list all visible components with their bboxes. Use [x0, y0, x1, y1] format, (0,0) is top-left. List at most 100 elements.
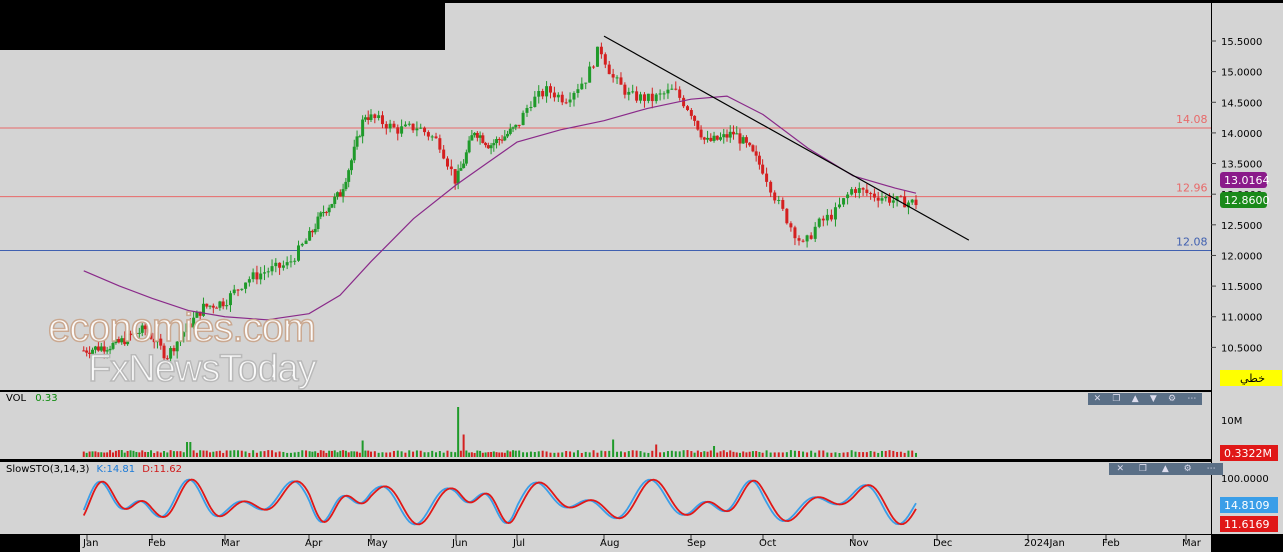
volume-bar: [85, 452, 88, 457]
candle-body: [880, 198, 884, 201]
y-tick-label: 12.0000: [1221, 251, 1262, 262]
volume-bar: [316, 452, 319, 457]
volume-bar: [545, 451, 548, 457]
stochastic-panel-controls[interactable]: ✕ ❐ ▲ ⚙ ⋯: [1109, 463, 1223, 475]
move-up-icon[interactable]: ▲: [1161, 464, 1169, 474]
volume-bar: [412, 451, 415, 457]
volume-bar: [576, 450, 579, 457]
move-up-icon[interactable]: ▲: [1131, 394, 1139, 404]
volume-bar: [322, 450, 325, 457]
stoch-d-bg: [1220, 516, 1278, 532]
volume-bar: [97, 452, 100, 457]
candle-body: [215, 307, 219, 309]
candle-body: [696, 120, 700, 130]
close-icon[interactable]: ✕: [1116, 464, 1124, 474]
volume-bar: [344, 450, 347, 457]
volume-bar: [325, 452, 328, 457]
volume-bar: [126, 450, 129, 457]
candle-body: [341, 189, 345, 197]
volume-bar: [435, 452, 438, 457]
volume-bar: [404, 452, 407, 457]
volume-bar: [91, 451, 94, 457]
volume-bar: [282, 451, 285, 457]
volume-bar: [755, 451, 758, 457]
candle-body: [473, 132, 477, 136]
candle-body: [884, 196, 888, 199]
volume-bar: [218, 450, 221, 457]
volume-bar: [818, 450, 821, 457]
volume-bar: [639, 451, 642, 457]
x-tick-label: Dec: [933, 538, 952, 549]
candle-body: [475, 132, 479, 138]
candle-body: [313, 228, 317, 233]
volume-bar: [806, 452, 809, 457]
volume-bar: [176, 451, 179, 457]
volume-bar: [172, 451, 175, 457]
candle-body: [584, 82, 588, 84]
candle-body: [754, 151, 758, 156]
candle-body: [274, 262, 278, 267]
candle-body: [244, 282, 248, 289]
volume-bar: [846, 452, 849, 457]
candle-body: [568, 99, 572, 103]
level-label: 14.08: [1176, 113, 1208, 126]
more-icon[interactable]: ⋯: [1206, 464, 1216, 474]
top-cutout-right: [1106, 0, 1211, 3]
volume-bar: [209, 452, 212, 457]
volume-bar: [842, 452, 845, 457]
volume-bar: [182, 452, 185, 457]
volume-bar: [596, 452, 599, 457]
volume-bar: [342, 450, 345, 457]
candle-body: [415, 128, 419, 131]
candle-body: [829, 214, 833, 220]
candle-body: [182, 332, 186, 337]
candle-body: [366, 117, 370, 120]
y-tick-label: 12.5000: [1221, 221, 1262, 232]
candle-body: [797, 238, 801, 241]
candle-body: [489, 145, 493, 149]
top-cutout: [0, 0, 445, 50]
volume-bar: [141, 450, 144, 457]
candle-body: [162, 345, 166, 359]
candle-body: [407, 123, 411, 125]
volume-bar: [572, 452, 575, 457]
volume-bar: [884, 450, 887, 457]
candle-body: [327, 207, 331, 213]
volume-panel-controls[interactable]: ✕ ❐ ▲ ▼ ⚙ ⋯: [1088, 393, 1202, 405]
candle-body: [751, 145, 755, 152]
volume-bar: [88, 451, 91, 457]
volume-bar: [529, 451, 532, 457]
candle-body: [478, 135, 482, 138]
more-icon[interactable]: ⋯: [1187, 394, 1197, 404]
candle-body: [484, 142, 488, 146]
volume-bar: [457, 407, 460, 457]
volume-bar: [512, 450, 515, 457]
restore-icon[interactable]: ❐: [1112, 394, 1121, 404]
close-icon[interactable]: ✕: [1093, 394, 1102, 404]
volume-bar: [166, 452, 169, 457]
candle-body: [592, 66, 596, 68]
candle-body: [801, 240, 805, 242]
candle-body: [765, 173, 769, 182]
move-down-icon[interactable]: ▼: [1149, 394, 1157, 404]
volume-bar: [600, 450, 603, 457]
candle-body: [842, 198, 846, 205]
candle-body: [869, 193, 873, 195]
candle-body: [545, 86, 549, 97]
volume-bar: [150, 450, 153, 457]
candle-body: [821, 218, 825, 221]
volume-bar: [385, 452, 388, 457]
volume-bar: [526, 452, 529, 457]
volume-panel: [0, 392, 1211, 459]
candle-body: [529, 106, 533, 109]
volume-bar: [761, 452, 764, 457]
candle-body: [297, 245, 300, 261]
restore-icon[interactable]: ❐: [1138, 464, 1147, 474]
volume-bar: [103, 452, 106, 457]
candle-body: [105, 350, 109, 352]
volume-bar: [222, 452, 225, 457]
candle-body: [627, 91, 631, 95]
settings-icon[interactable]: ⚙: [1183, 464, 1192, 474]
settings-icon[interactable]: ⚙: [1168, 394, 1177, 404]
volume-bar: [690, 451, 693, 457]
